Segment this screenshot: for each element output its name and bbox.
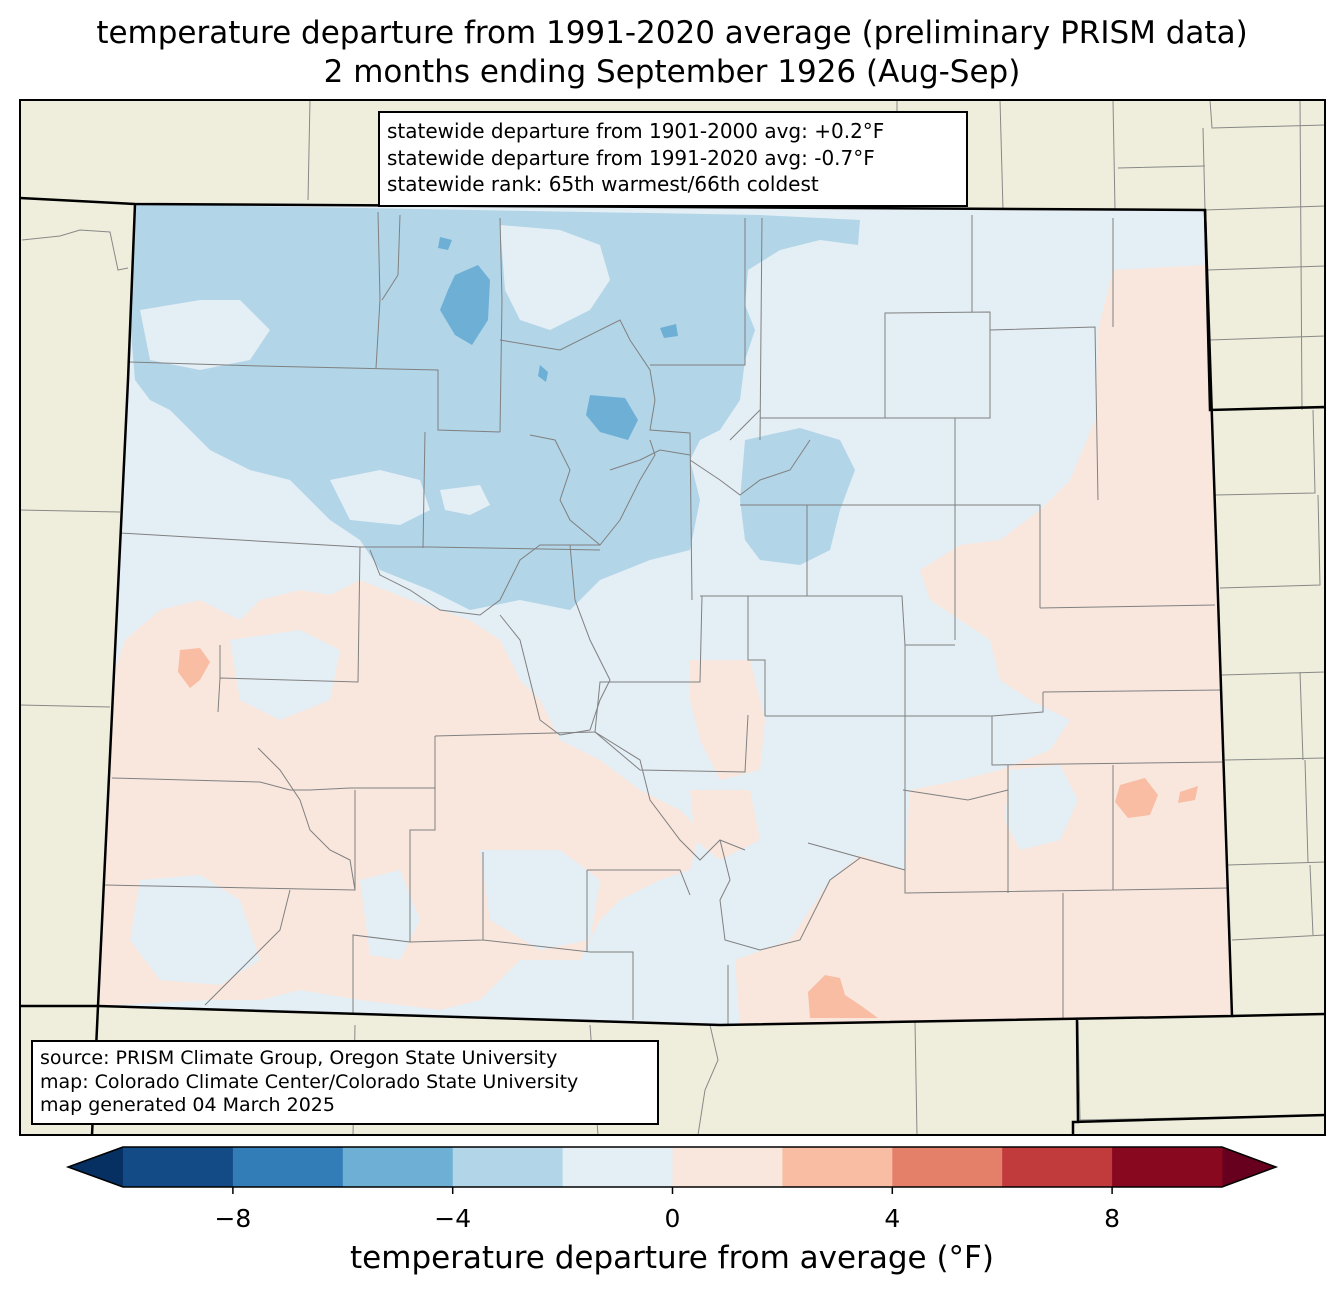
statewide-stats-box: statewide departure from 1901-2000 avg: …	[378, 111, 968, 207]
map-title-line2: 2 months ending September 1926 (Aug-Sep)	[323, 54, 1021, 90]
stats-departure-1991-2020: statewide departure from 1991-2020 avg: …	[387, 145, 875, 170]
colorbar-tick-label: 8	[1104, 1204, 1121, 1233]
colorbar-tick-label: 4	[884, 1204, 901, 1233]
colorbar-bin-6	[782, 1147, 893, 1187]
colorbar-bin-7	[892, 1147, 1003, 1187]
colorbar-bin-2	[342, 1147, 454, 1187]
colorbar-bin-0	[123, 1147, 234, 1187]
colorbar-tick-label: −8	[214, 1204, 252, 1233]
credit-generated: map generated 04 March 2025	[40, 1094, 335, 1116]
credit-map: map: Colorado Climate Center/Colorado St…	[40, 1070, 579, 1093]
colorbar	[65, 1146, 1279, 1194]
colorbar-tick-label: 0	[664, 1204, 681, 1233]
map-frame	[19, 99, 1326, 1136]
colorbar-bin-8	[1002, 1147, 1113, 1187]
colorbar-over-arrow	[1222, 1147, 1276, 1187]
colorbar-tick-label: −4	[434, 1204, 472, 1233]
colorbar-bin-3	[452, 1147, 564, 1187]
colorbar-under-arrow	[68, 1147, 123, 1187]
county-boundaries	[104, 211, 1229, 1025]
stats-departure-1901-2000: statewide departure from 1901-2000 avg: …	[387, 119, 885, 143]
colorbar-bin-1	[232, 1147, 344, 1187]
colorbar-bin-4	[562, 1147, 673, 1187]
credit-source: source: PRISM Climate Group, Oregon Stat…	[40, 1047, 558, 1069]
colorado-temperature-field	[98, 204, 1232, 1025]
colorbar-outline	[65, 1146, 1279, 1188]
colorbar-bin-9	[1112, 1147, 1223, 1187]
credits-box: source: PRISM Climate Group, Oregon Stat…	[31, 1040, 659, 1125]
colorbar-label: temperature departure from average (°F)	[350, 1240, 994, 1276]
map-title-line1: temperature departure from 1991-2020 ave…	[96, 15, 1248, 51]
stats-rank: statewide rank: 65th warmest/66th coldes…	[387, 172, 819, 196]
colorbar-bin-5	[672, 1147, 783, 1187]
